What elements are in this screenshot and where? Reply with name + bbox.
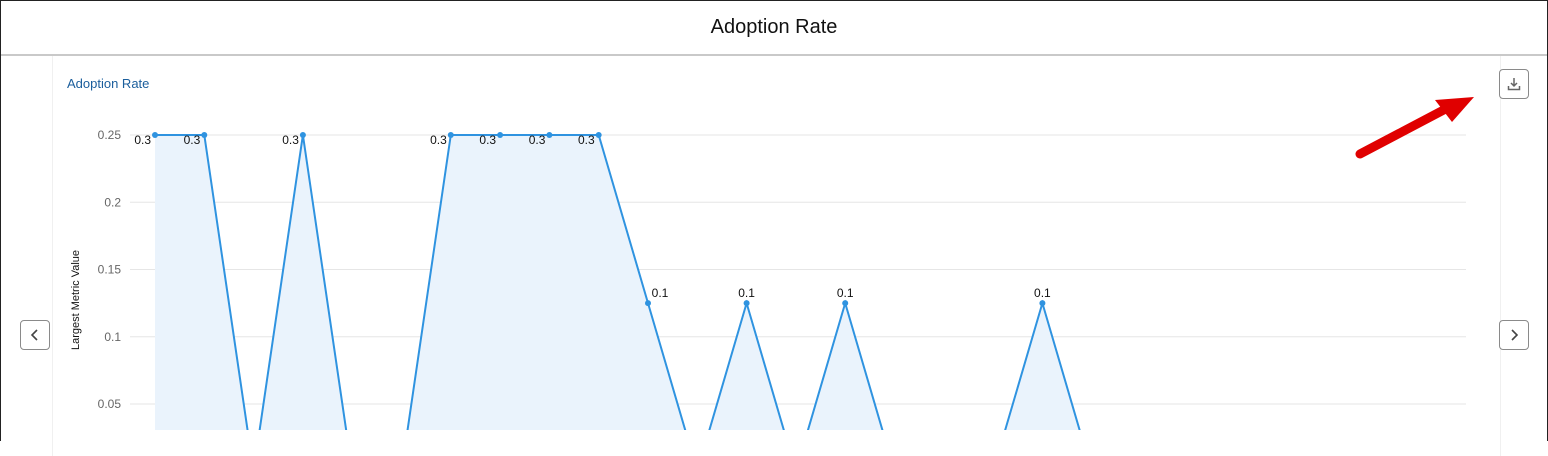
data-point[interactable] xyxy=(201,132,208,138)
download-icon xyxy=(1507,78,1521,91)
data-label: 0.3 xyxy=(430,133,447,147)
data-point[interactable] xyxy=(1039,300,1046,307)
data-point[interactable] xyxy=(743,300,750,307)
data-label: 0.1 xyxy=(837,286,854,300)
data-point[interactable] xyxy=(299,132,306,138)
panel-title: Adoption Rate xyxy=(1,1,1547,56)
data-label: 0.3 xyxy=(529,133,546,147)
data-label: 0.3 xyxy=(578,133,595,147)
data-label: 0.1 xyxy=(1034,286,1051,300)
previous-button[interactable] xyxy=(20,320,50,350)
y-tick-label: 0.25 xyxy=(98,128,122,142)
data-label: 0.3 xyxy=(479,133,496,147)
chart-svg: 0.050.10.150.20.25 Largest Metric Value … xyxy=(70,97,1474,430)
series-area xyxy=(155,135,1080,430)
chevron-right-icon xyxy=(1511,329,1519,341)
data-label: 0.3 xyxy=(184,133,201,147)
y-tick-label: 0.15 xyxy=(98,263,122,277)
data-point[interactable] xyxy=(595,132,602,138)
data-point[interactable] xyxy=(546,132,553,138)
data-label: 0.3 xyxy=(134,133,151,147)
chart-card xyxy=(52,56,1501,456)
data-label: 0.1 xyxy=(738,286,755,300)
data-point[interactable] xyxy=(645,300,651,307)
y-tick-label: 0.1 xyxy=(104,330,121,344)
y-tick-label: 0.2 xyxy=(104,195,121,209)
data-label: 0.3 xyxy=(282,133,299,147)
data-point[interactable] xyxy=(497,132,504,138)
download-button[interactable] xyxy=(1499,69,1529,99)
data-point[interactable] xyxy=(447,132,454,138)
chevron-left-icon xyxy=(30,329,38,341)
data-point[interactable] xyxy=(152,132,158,138)
data-point[interactable] xyxy=(842,300,849,307)
y-axis-label: Largest Metric Value xyxy=(70,250,82,350)
chart-title: Adoption Rate xyxy=(67,76,150,91)
data-label: 0.1 xyxy=(652,286,669,300)
next-button[interactable] xyxy=(1499,320,1529,350)
y-tick-label: 0.05 xyxy=(98,397,122,411)
annotation-arrow xyxy=(1355,97,1474,159)
series-line xyxy=(155,134,1081,430)
